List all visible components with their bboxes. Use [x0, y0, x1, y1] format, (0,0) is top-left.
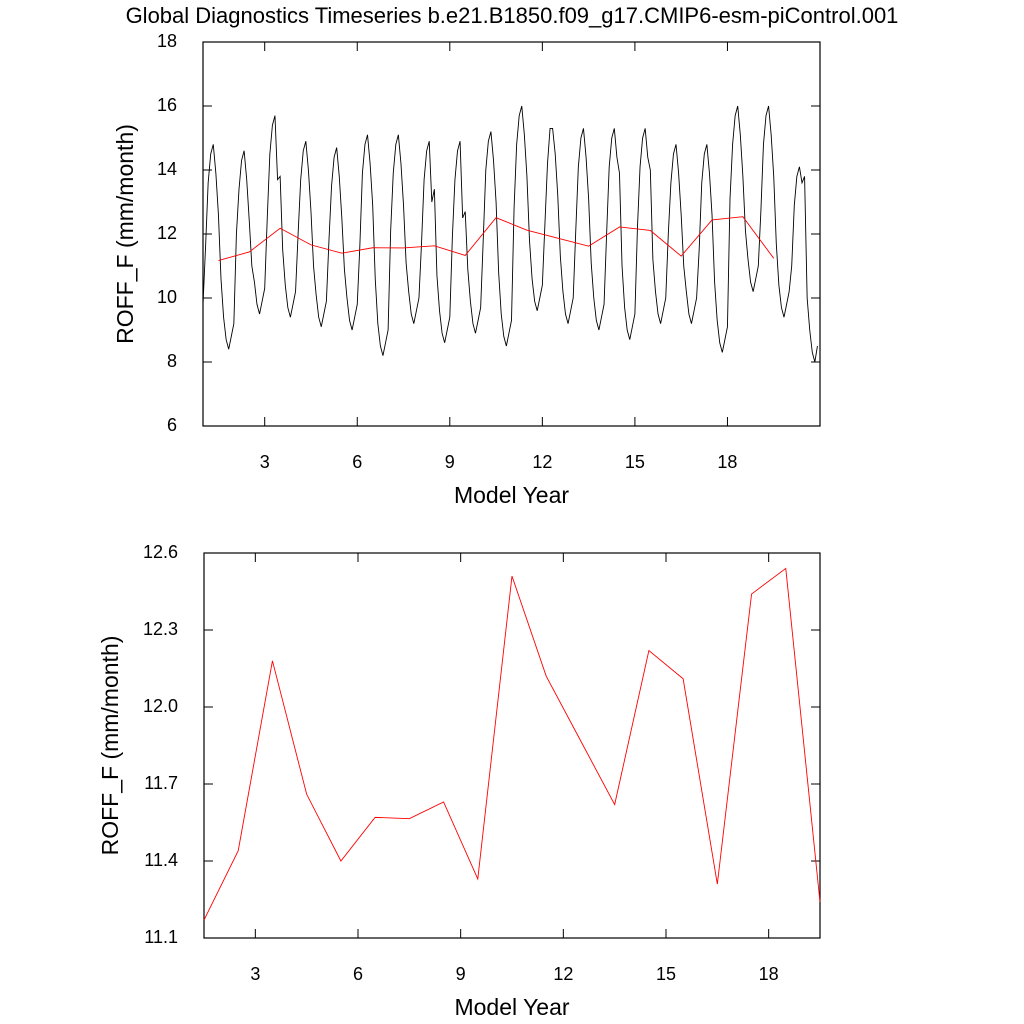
data-line	[218, 216, 775, 261]
y-axis-label: ROFF_F (mm/month)	[112, 124, 138, 344]
figure-title: Global Diagnostics Timeseries b.e21.B185…	[126, 3, 899, 28]
y-tick-label: 11.4	[144, 850, 178, 870]
y-tick-label: 16	[157, 95, 177, 115]
x-tick-label: 6	[352, 452, 362, 472]
x-tick-label: 9	[456, 964, 466, 984]
y-tick-label: 18	[157, 31, 177, 51]
x-tick-label: 15	[625, 452, 645, 472]
x-tick-label: 9	[445, 452, 455, 472]
y-tick-label: 12	[157, 223, 177, 243]
x-tick-label: 3	[260, 452, 270, 472]
plot-frame	[203, 552, 821, 939]
y-tick-label: 12.3	[143, 619, 178, 639]
x-tick-label: 12	[532, 452, 552, 472]
x-tick-label: 6	[353, 964, 363, 984]
y-tick-label: 6	[167, 415, 177, 435]
y-tick-label: 11.7	[144, 773, 178, 793]
x-tick-label: 18	[717, 452, 737, 472]
y-tick-label: 10	[157, 287, 177, 307]
data-line	[202, 105, 818, 363]
y-axis-label: ROFF_F (mm/month)	[97, 636, 123, 856]
x-axis-label: Model Year	[454, 994, 569, 1020]
y-tick-label: 12.0	[143, 696, 178, 716]
y-tick-label: 14	[157, 159, 177, 179]
x-tick-label: 12	[553, 964, 573, 984]
x-axis-label: Model Year	[454, 482, 569, 508]
x-tick-label: 15	[656, 964, 676, 984]
x-tick-label: 3	[250, 964, 260, 984]
plot-frame	[202, 41, 821, 427]
x-tick-label: 18	[759, 964, 779, 984]
data-line	[203, 567, 821, 921]
y-tick-label: 8	[167, 351, 177, 371]
y-tick-label: 11.1	[144, 927, 178, 947]
y-tick-label: 12.6	[143, 542, 178, 562]
